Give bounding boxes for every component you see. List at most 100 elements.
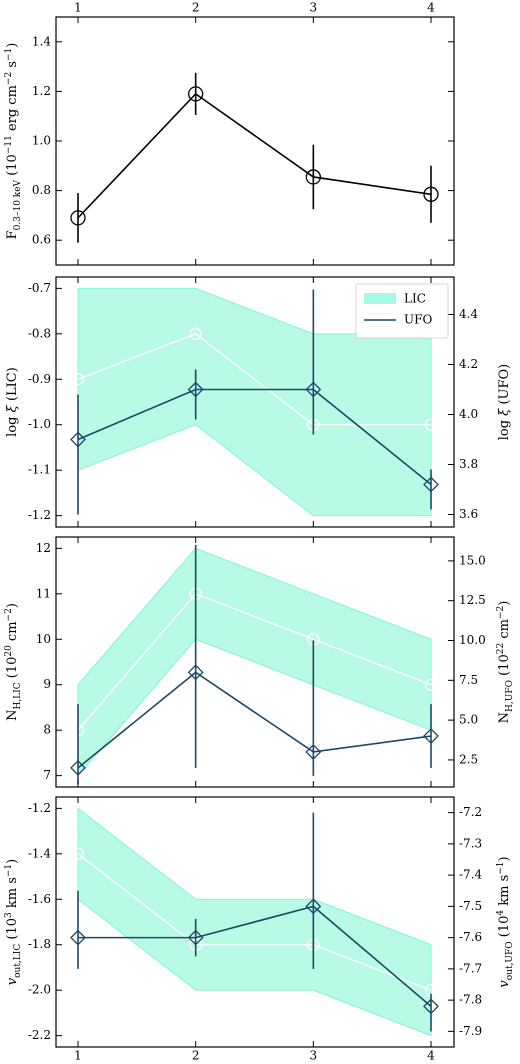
y-tick-label-left: -2.0 [28, 983, 51, 997]
ufo-series [70, 289, 439, 515]
panel-4: 1 2 3 4 -2.2 -2.0 -1.8 -1.6 -1.4 -1.2 -7.9 -7.8 -7.7… [4, 796, 515, 1063]
y-axis-label-left: log ξ (LIC) [5, 367, 20, 437]
y-tick-label-right: 10.0 [459, 633, 486, 647]
y-tick-label-right: -7.8 [459, 993, 482, 1007]
legend: LIC UFO [355, 283, 449, 339]
y-tick-label-left: -1.4 [28, 846, 52, 860]
plot-frame [55, 796, 455, 1048]
series-line [77, 671, 432, 769]
legend-box [355, 283, 449, 339]
legend-swatch-lic [364, 293, 396, 304]
y-axis-label-right: log ξ (UFO) [497, 364, 512, 441]
legend-label-ufo: UFO [404, 313, 432, 327]
y-tick-label-left: -1.2 [28, 801, 51, 815]
y-tick-label-right: -7.4 [459, 868, 483, 882]
flux-series [70, 72, 439, 243]
lic-point [71, 847, 85, 860]
data-point [187, 381, 204, 398]
y-tick-label-right: -7.9 [459, 1024, 482, 1038]
data-point [305, 744, 322, 760]
lic-band [77, 547, 432, 777]
data-point [70, 210, 86, 226]
y-tick-label-left: 10 [36, 632, 51, 646]
lic-line [77, 853, 432, 991]
y-tick-label-left: 8 [43, 723, 51, 737]
y-tick-label-right: -7.7 [459, 961, 482, 975]
y-tick-label-left: -2.2 [28, 1028, 51, 1042]
plot-frame [55, 16, 455, 266]
x-tick-label: 3 [310, 1, 318, 15]
x-tick-label: 3 [310, 1049, 318, 1063]
x-tick-label: 4 [427, 1049, 435, 1063]
y-axis-label-right: NH,UFO (1022 cm−2) [496, 601, 515, 724]
y-tick-label-left: 11 [36, 586, 51, 600]
y-tick-label-left: -1.6 [28, 892, 51, 906]
ufo-series [70, 812, 439, 1032]
lic-series [71, 287, 438, 517]
y-tick-label-left: -1.2 [28, 508, 51, 522]
y-tick-label-left: -1.0 [28, 417, 51, 431]
panel-3: 7 8 9 10 11 12 2.5 5.0 7.5 10.0 12.5 15.0 NH,LIC (10… [4, 536, 515, 788]
x-tick-label: 1 [74, 1049, 82, 1063]
data-point [305, 898, 322, 915]
data-point [188, 86, 204, 102]
y-axis-label-left: vout,LIC (103 km s−1) [4, 859, 23, 985]
y-tick-label-right: 12.5 [459, 593, 486, 607]
y-tick-label-right: 3.8 [459, 457, 478, 471]
series-line [77, 388, 432, 486]
data-point [70, 431, 86, 448]
data-point [305, 169, 321, 185]
lic-line [77, 593, 432, 731]
legend-label-lic: LIC [404, 292, 426, 306]
lic-point [71, 373, 85, 386]
y-tick-label-left: 12 [36, 541, 51, 555]
y-tick-label-right: -7.6 [459, 930, 482, 944]
data-point [423, 728, 439, 744]
y-tick-label-right: 4.0 [459, 407, 478, 421]
lic-line [77, 333, 431, 426]
y-tick-label-left: -0.9 [28, 372, 51, 386]
series-line [78, 905, 432, 1007]
y-tick-label-left: 1.2 [32, 84, 51, 98]
x-tick-label: 2 [192, 1049, 200, 1063]
y-axis-label-right: vout,UFO (104 km s−1) [496, 856, 515, 987]
lic-point [424, 678, 438, 691]
data-point [423, 998, 439, 1015]
panel-2: -1.2 -1.1 -1.0 -0.9 -0.8 -0.7 3.6 3.8 4.0 4.2 4.4 l… [5, 276, 512, 528]
y-tick-label-right: -7.2 [459, 805, 482, 819]
data-point [305, 381, 322, 398]
lic-series [71, 547, 438, 777]
data-point [187, 929, 204, 946]
y-tick-label-left: -1.8 [28, 937, 51, 951]
x-tick-label: 4 [427, 1, 435, 15]
y-tick-label-left: 0.8 [32, 183, 51, 197]
y-tick-label-right: 15.0 [459, 553, 486, 567]
y-tick-label-right: 4.2 [459, 357, 478, 371]
x-tick-label: 1 [74, 1, 82, 15]
y-tick-label-right: 2.5 [459, 752, 478, 766]
y-tick-label-right: -7.3 [459, 836, 482, 850]
ufo-series [70, 544, 439, 784]
y-tick-label-right: -7.5 [459, 899, 482, 913]
y-axis-label-left: NH,LIC (1020 cm−2) [4, 603, 23, 721]
plot-frame [55, 276, 455, 528]
y-tick-label-left: 0.6 [32, 233, 51, 247]
x-tick-label: 2 [192, 1, 200, 15]
data-point [423, 186, 439, 202]
y-tick-label-left: 1.4 [32, 34, 51, 48]
lic-point [424, 418, 438, 431]
y-axis-label-left: F0.3–10 keV (10−11 erg cm−2 s−1) [4, 43, 23, 240]
y-tick-label-left: 9 [43, 677, 51, 691]
panel-1: 1 2 3 4 0.6 0.8 1.0 1.2 1.4 F0.3–10 keV (10−11 er… [4, 1, 455, 266]
y-tick-label-right: 4.4 [459, 307, 478, 321]
y-tick-label-left: -0.8 [28, 326, 51, 340]
y-tick-label-left: -0.7 [28, 281, 51, 295]
data-point [70, 929, 86, 946]
y-tick-label-right: 3.6 [459, 507, 478, 521]
y-tick-label-right: 7.5 [459, 673, 478, 687]
plot-frame [55, 536, 455, 788]
data-point [187, 664, 204, 681]
lic-point [189, 327, 202, 340]
y-tick-label-left: 7 [43, 768, 51, 782]
